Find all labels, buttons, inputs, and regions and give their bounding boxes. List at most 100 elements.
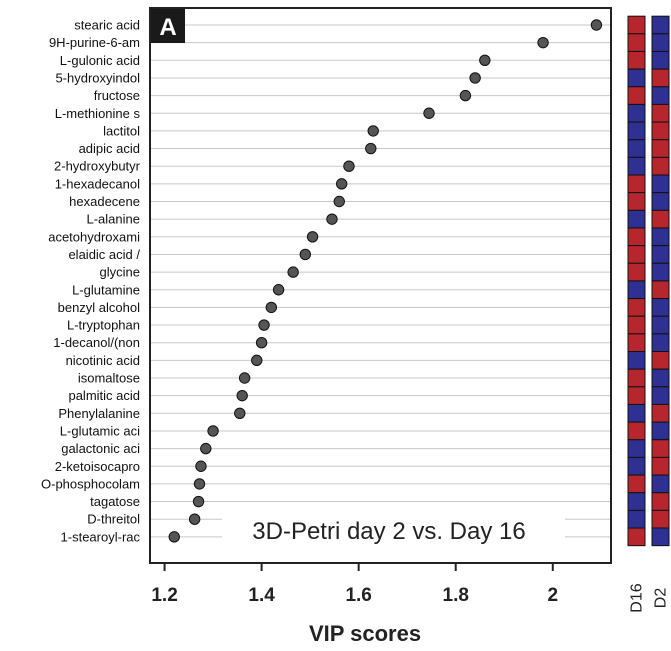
- feature-label: acetohydroxami: [48, 229, 140, 244]
- heatmap-cell: [651, 156, 670, 176]
- data-point: [365, 142, 377, 155]
- feature-label: nicotinic acid: [66, 353, 140, 368]
- x-tick-label: 1.8: [443, 585, 469, 606]
- heatmap-cell: [651, 86, 670, 105]
- heatmap-cell: [627, 103, 646, 123]
- feature-label: stearic acid: [74, 18, 140, 33]
- heatmap-cell: [627, 492, 646, 511]
- data-point: [335, 178, 348, 190]
- feature-label: glycine: [100, 265, 140, 280]
- data-point: [234, 407, 246, 419]
- heatmap-cell: [627, 227, 646, 247]
- heatmap-cell: [627, 86, 646, 105]
- heatmap-cell: [627, 121, 646, 141]
- heatmap-cell: [651, 50, 670, 70]
- data-point: [238, 372, 251, 384]
- data-point: [306, 231, 319, 243]
- data-point: [537, 36, 549, 49]
- panel-label: A: [159, 14, 176, 41]
- data-point: [299, 248, 311, 261]
- heatmap-cell: [651, 262, 670, 282]
- heatmap-cell: [627, 262, 646, 282]
- heatmap-cell: [627, 527, 646, 547]
- feature-label: isomaltose: [78, 371, 140, 386]
- data-point: [272, 284, 285, 296]
- x-axis: 1.2 1.4 1.6 1.8 2: [151, 563, 558, 606]
- feature-label: D-threitol: [87, 512, 140, 527]
- heatmap-cell: [651, 527, 670, 547]
- heatmap-cell: [651, 68, 670, 88]
- feature-label: O-phosphocolam: [41, 476, 140, 491]
- heatmap-column-label: D2: [653, 588, 670, 609]
- data-point: [168, 531, 180, 543]
- heatmap-cell: [651, 280, 670, 300]
- data-point: [326, 213, 338, 225]
- feature-label: 2-ketoisocapro: [55, 459, 140, 474]
- data-point: [236, 389, 248, 402]
- data-points: [168, 19, 603, 543]
- heatmap-cell: [627, 15, 646, 35]
- annotation-background: [222, 511, 565, 551]
- heatmap-cell: [627, 33, 646, 52]
- heatmap-cell: [651, 333, 670, 353]
- heatmap-cell: [651, 509, 670, 529]
- heatmap-cell: [627, 351, 646, 370]
- data-point: [469, 72, 481, 84]
- data-point: [479, 54, 491, 66]
- feature-label: lactitol: [103, 123, 140, 138]
- heatmap-cell: [651, 421, 670, 441]
- heatmap-cell: [651, 103, 670, 123]
- x-tick-label: 1.2: [151, 585, 177, 606]
- heatmap-cell: [627, 474, 646, 494]
- heatmap-cell: [627, 386, 646, 405]
- feature-label: L-glutamine: [72, 282, 140, 297]
- heatmap-cell: [651, 139, 670, 158]
- heatmap-cell: [651, 227, 670, 247]
- feature-label: L-gulonic acid: [60, 53, 140, 68]
- data-point: [590, 19, 603, 31]
- data-point: [207, 425, 219, 437]
- heatmap-cell: [651, 403, 670, 423]
- data-point: [195, 460, 207, 472]
- data-point: [287, 266, 299, 278]
- heatmap-cell: [651, 474, 670, 494]
- heatmap-cell: [627, 68, 646, 88]
- data-point: [258, 319, 270, 331]
- heatmap-cell: [627, 315, 646, 335]
- plot-frame: [149, 7, 612, 564]
- heatmap-cell: [627, 50, 646, 70]
- feature-label: 2-hydroxybutyr: [54, 159, 141, 174]
- heatmap-cell: [651, 315, 670, 335]
- data-point: [333, 195, 345, 208]
- heatmap-cell: [651, 209, 670, 229]
- feature-label: L-alanine: [87, 212, 141, 227]
- heatmap-cell: [627, 509, 646, 529]
- feature-label: tagatose: [90, 494, 140, 509]
- data-point: [255, 337, 268, 349]
- feature-label: fructose: [94, 88, 140, 103]
- feature-label: 1-stearoyl-rac: [61, 529, 141, 544]
- data-point: [367, 125, 379, 137]
- feature-label: 5-hydroxyindol: [55, 70, 140, 85]
- feature-label: L-tryptophan: [67, 318, 140, 333]
- heatmap-cell: [627, 421, 646, 441]
- heatmap-cell: [627, 333, 646, 353]
- feature-label: 1-hexadecanol: [55, 176, 140, 191]
- heatmap-cell: [627, 209, 646, 229]
- heatmap-cell: [651, 368, 670, 388]
- heatmap-column-label: D16: [629, 583, 646, 612]
- x-tick-label: 1.6: [345, 585, 371, 606]
- annotation-text: 3D-Petri day 2 vs. Day 16: [252, 518, 525, 545]
- heatmap-cell: [627, 456, 646, 476]
- feature-label: 1-decanol/(non: [53, 335, 140, 350]
- heatmap-cell: [627, 403, 646, 423]
- gridlines: [150, 24, 611, 538]
- heatmap-cell: [651, 33, 670, 52]
- x-tick-label: 2: [547, 585, 558, 606]
- data-point: [200, 442, 212, 455]
- feature-label: Phenylalanine: [58, 406, 140, 421]
- heatmap-cell: [627, 280, 646, 300]
- feature-label: elaidic acid /: [68, 247, 140, 262]
- heatmap-cell: [651, 245, 670, 264]
- heatmap-cell: [627, 245, 646, 264]
